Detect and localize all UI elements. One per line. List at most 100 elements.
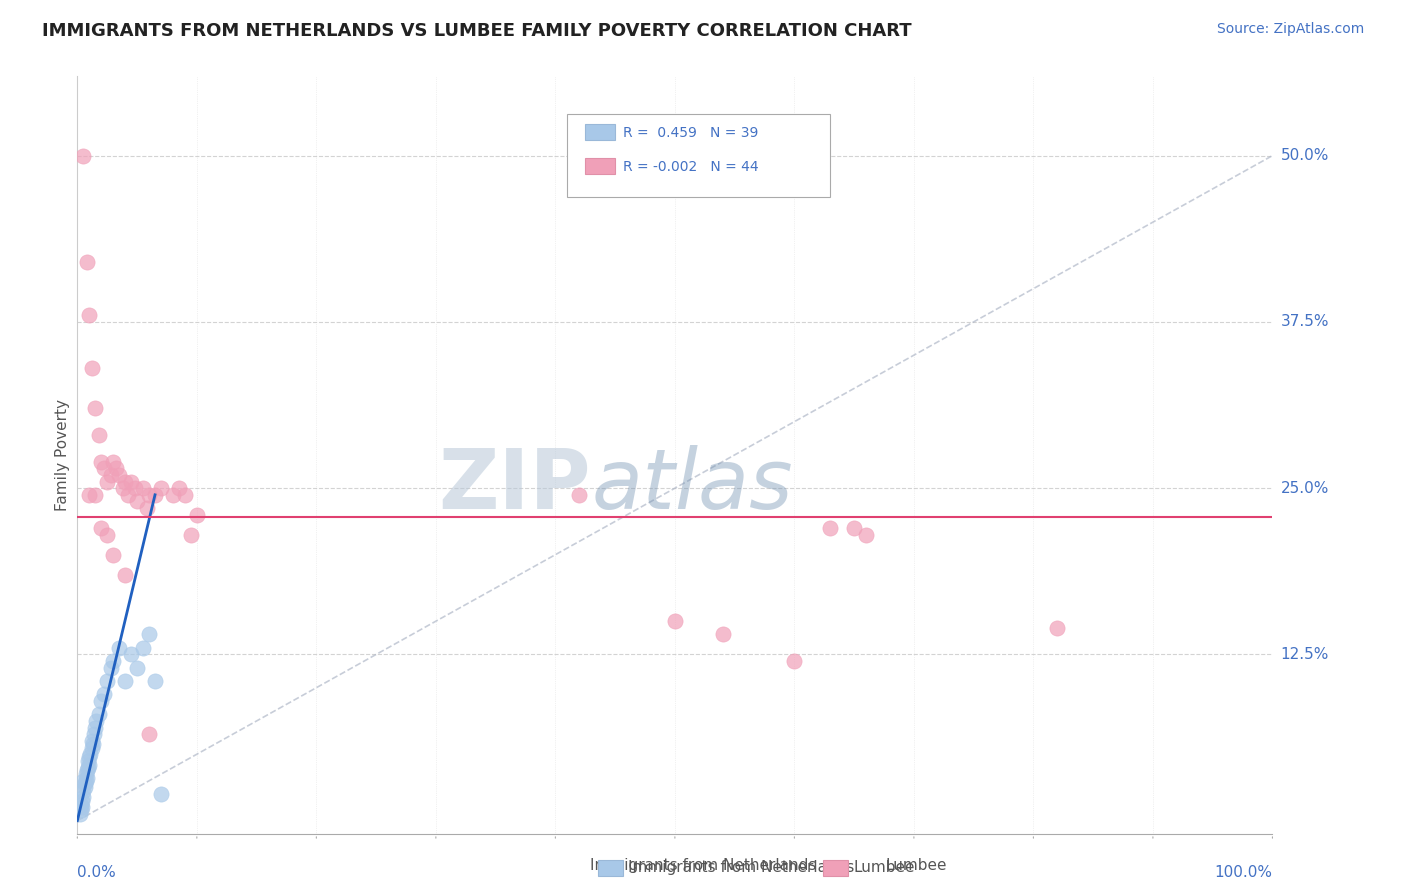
Point — [568, 488, 591, 502]
Point — [103, 454, 124, 468]
Point — [84, 401, 107, 416]
Point — [70, 794, 93, 808]
Point — [76, 771, 98, 785]
Point — [83, 727, 105, 741]
Point — [100, 467, 122, 482]
Point — [103, 548, 124, 562]
Point — [80, 740, 103, 755]
Text: 25.0%: 25.0% — [1281, 481, 1329, 496]
Point — [84, 721, 107, 735]
Point — [138, 627, 160, 641]
Text: IMMIGRANTS FROM NETHERLANDS VS LUMBEE FAMILY POVERTY CORRELATION CHART: IMMIGRANTS FROM NETHERLANDS VS LUMBEE FA… — [42, 22, 912, 40]
Point — [127, 494, 149, 508]
Point — [108, 640, 131, 655]
Point — [132, 481, 155, 495]
Point — [1046, 621, 1069, 635]
Point — [143, 488, 166, 502]
Point — [79, 488, 101, 502]
Point — [100, 661, 122, 675]
Point — [75, 767, 97, 781]
Point — [90, 521, 112, 535]
Bar — [585, 158, 616, 175]
Point — [150, 787, 173, 801]
Point — [186, 508, 208, 522]
Point — [70, 800, 93, 814]
Point — [70, 797, 93, 812]
Point — [104, 461, 127, 475]
Text: atlas: atlas — [592, 445, 793, 525]
Point — [120, 475, 142, 489]
Point — [72, 773, 94, 788]
Point — [120, 648, 142, 662]
Point — [167, 481, 190, 495]
Point — [855, 527, 877, 541]
Point — [69, 807, 91, 822]
Point — [87, 707, 110, 722]
Text: Lumbee: Lumbee — [853, 861, 915, 875]
Point — [132, 640, 155, 655]
Point — [72, 148, 94, 162]
Point — [73, 776, 96, 790]
Point — [80, 361, 103, 376]
Point — [138, 488, 160, 502]
Point — [90, 454, 112, 468]
Point — [72, 789, 94, 804]
Point — [93, 461, 115, 475]
Point — [844, 521, 866, 535]
Y-axis label: Family Poverty: Family Poverty — [55, 399, 70, 511]
Point — [124, 481, 146, 495]
Text: Source: ZipAtlas.com: Source: ZipAtlas.com — [1216, 22, 1364, 37]
Text: 37.5%: 37.5% — [1281, 314, 1329, 329]
Point — [117, 488, 139, 502]
Point — [96, 527, 118, 541]
Point — [93, 687, 115, 701]
Point — [114, 674, 136, 689]
Text: Lumbee: Lumbee — [886, 858, 948, 872]
Point — [86, 714, 108, 728]
Point — [72, 784, 94, 798]
Point — [103, 654, 124, 668]
FancyBboxPatch shape — [568, 114, 831, 197]
Text: ZIP: ZIP — [439, 445, 592, 525]
Text: R = -0.002   N = 44: R = -0.002 N = 44 — [623, 160, 759, 174]
Point — [820, 521, 842, 535]
Point — [76, 763, 98, 777]
Text: Immigrants from Netherlands: Immigrants from Netherlands — [589, 858, 817, 872]
Point — [111, 481, 134, 495]
Point — [150, 481, 173, 495]
Point — [180, 527, 202, 541]
Point — [79, 308, 101, 322]
Point — [96, 475, 118, 489]
Text: 100.0%: 100.0% — [1215, 864, 1272, 880]
Point — [114, 567, 136, 582]
Point — [76, 255, 98, 269]
Point — [73, 780, 96, 795]
Point — [79, 747, 101, 762]
Text: 50.0%: 50.0% — [1281, 148, 1329, 163]
Point — [135, 501, 157, 516]
Point — [174, 488, 197, 502]
Point — [143, 674, 166, 689]
Point — [711, 627, 734, 641]
Text: R =  0.459   N = 39: R = 0.459 N = 39 — [623, 126, 759, 140]
Text: 12.5%: 12.5% — [1281, 647, 1329, 662]
Text: Immigrants from Netherlands: Immigrants from Netherlands — [628, 861, 855, 875]
Point — [783, 654, 806, 668]
Point — [90, 694, 112, 708]
Point — [138, 727, 160, 741]
Point — [79, 757, 101, 772]
Point — [96, 674, 118, 689]
Point — [82, 737, 104, 751]
Point — [77, 760, 100, 774]
Bar — [585, 124, 616, 140]
Point — [79, 750, 101, 764]
Point — [108, 467, 131, 482]
Point — [162, 488, 184, 502]
Point — [87, 428, 110, 442]
Point — [80, 734, 103, 748]
Point — [70, 803, 93, 817]
Point — [77, 754, 100, 768]
Point — [75, 773, 97, 788]
Point — [114, 475, 136, 489]
Point — [84, 488, 107, 502]
